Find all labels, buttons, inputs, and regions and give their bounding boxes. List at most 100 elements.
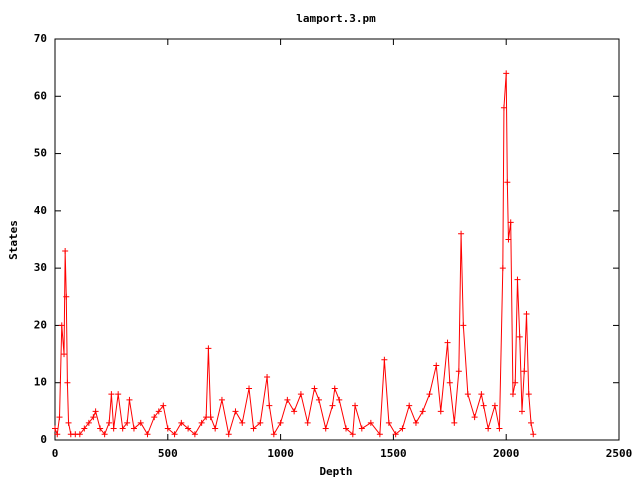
x-tick-label: 500 — [158, 447, 178, 460]
point-marker — [437, 408, 444, 415]
point-marker — [419, 408, 426, 415]
point-marker — [110, 425, 117, 432]
point-marker — [266, 402, 273, 409]
point-marker — [381, 356, 388, 363]
point-marker — [311, 385, 318, 392]
point-marker — [270, 431, 277, 438]
point-marker — [160, 402, 167, 409]
point-marker — [76, 431, 83, 438]
x-tick-label: 1000 — [267, 447, 294, 460]
point-marker — [367, 419, 374, 426]
x-tick-label: 2000 — [493, 447, 520, 460]
point-marker — [63, 293, 70, 300]
point-marker — [349, 431, 356, 438]
y-tick-label: 50 — [34, 147, 47, 160]
point-marker — [485, 425, 492, 432]
point-marker — [108, 391, 115, 398]
point-marker — [496, 425, 503, 432]
point-marker — [444, 339, 451, 346]
point-marker — [509, 391, 516, 398]
point-marker — [92, 408, 99, 415]
point-marker — [514, 276, 521, 283]
point-marker — [106, 419, 113, 426]
point-marker — [56, 414, 63, 421]
point-marker — [523, 310, 530, 317]
point-marker — [54, 431, 61, 438]
point-marker — [137, 419, 144, 426]
point-marker — [218, 396, 225, 403]
y-tick-label: 30 — [34, 261, 47, 274]
point-marker — [392, 431, 399, 438]
point-marker — [504, 179, 511, 186]
point-marker — [507, 219, 514, 226]
point-marker — [81, 425, 88, 432]
point-marker — [499, 265, 506, 272]
point-marker — [185, 425, 192, 432]
point-marker — [97, 425, 104, 432]
plot-border — [54, 38, 620, 441]
point-marker — [101, 431, 108, 438]
point-marker — [480, 402, 487, 409]
point-marker — [250, 425, 257, 432]
point-marker — [90, 414, 97, 421]
point-marker — [115, 391, 122, 398]
point-marker — [52, 425, 58, 432]
y-axis-label: States — [7, 220, 20, 260]
point-marker — [198, 419, 205, 426]
point-marker — [412, 419, 419, 426]
point-marker — [264, 373, 271, 380]
data-line — [54, 73, 534, 437]
point-marker — [171, 431, 178, 438]
point-marker — [406, 402, 413, 409]
point-marker — [516, 333, 523, 340]
y-tick-label: 20 — [34, 318, 47, 331]
point-marker — [451, 419, 458, 426]
point-marker — [352, 402, 359, 409]
point-marker — [385, 419, 392, 426]
point-marker — [58, 322, 65, 329]
point-marker — [478, 391, 485, 398]
point-marker — [119, 425, 126, 432]
point-marker — [399, 425, 406, 432]
point-marker — [458, 230, 465, 237]
point-marker — [331, 385, 338, 392]
point-marker — [471, 414, 478, 421]
point-marker — [277, 419, 284, 426]
point-marker — [225, 431, 232, 438]
point-marker — [491, 402, 498, 409]
y-tick-label: 10 — [34, 376, 47, 389]
point-marker — [446, 379, 453, 386]
point-marker — [246, 385, 253, 392]
point-marker — [64, 379, 71, 386]
point-marker — [65, 419, 72, 426]
point-marker — [144, 431, 151, 438]
point-marker — [178, 419, 185, 426]
x-tick-label: 2500 — [606, 447, 633, 460]
point-marker — [336, 396, 343, 403]
point-marker — [124, 419, 131, 426]
point-marker — [315, 396, 322, 403]
point-marker — [343, 425, 350, 432]
point-marker — [85, 419, 92, 426]
point-marker — [61, 351, 68, 358]
point-marker — [530, 431, 537, 438]
point-marker — [376, 431, 383, 438]
point-marker — [512, 379, 519, 386]
point-marker — [358, 425, 365, 432]
point-marker — [232, 408, 239, 415]
chart-title: lamport.3.pm — [296, 12, 376, 25]
point-marker — [155, 408, 162, 415]
point-marker — [212, 425, 219, 432]
x-tick-label: 1500 — [380, 447, 407, 460]
point-marker — [207, 414, 214, 421]
point-marker — [426, 391, 433, 398]
x-tick-label: 0 — [52, 447, 59, 460]
point-marker — [521, 368, 528, 375]
point-marker — [130, 425, 137, 432]
y-tick-label: 40 — [34, 204, 47, 217]
point-marker — [464, 391, 471, 398]
point-marker — [433, 362, 440, 369]
point-marker — [460, 322, 467, 329]
point-marker — [126, 396, 133, 403]
